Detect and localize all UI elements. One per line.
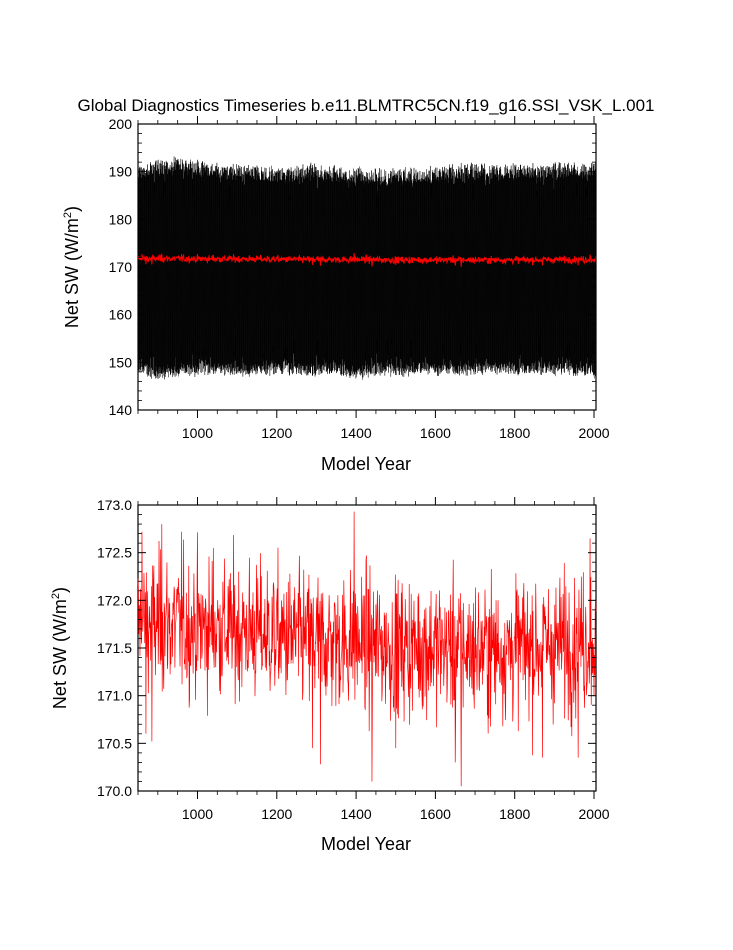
top-xtick-label: 1000	[182, 425, 213, 441]
bottom-ytick-label: 172.0	[97, 592, 132, 608]
bottom-tick-layer: 170.0 170.5 171.0 171.5 172.0 172.5 173.0 1000 1…	[97, 497, 610, 822]
top-ytick-label: 140	[109, 402, 133, 418]
bottom-ytick-label: 171.5	[97, 640, 132, 656]
bottom-series-annual-line	[137, 511, 597, 787]
top-ytick-label: 200	[109, 116, 133, 132]
top-ytick-label: 160	[109, 307, 133, 323]
bottom-ytick-label: 170.0	[97, 783, 132, 799]
bottom-y-axis-label-main: Net SW (W/m	[50, 599, 70, 709]
top-data-layer	[137, 156, 597, 380]
bottom-xtick-label: 2000	[578, 806, 609, 822]
panel-bottom: 170.0 170.5 171.0 171.5 172.0 172.5 173.0 1000 1…	[50, 497, 610, 854]
top-tick-layer: 140 150 160 170 180 190 200 1000 1200 1400 1600 180…	[109, 116, 610, 441]
top-y-axis-label-sup: 2	[62, 212, 74, 218]
top-x-axis-label: Model Year	[321, 454, 411, 474]
panel-top: 140 150 160 170 180 190 200 1000 1200 1400 1600 180…	[62, 116, 610, 474]
top-ytick-label: 180	[109, 211, 133, 227]
top-xtick-label: 1600	[420, 425, 451, 441]
top-xtick-label: 1800	[499, 425, 530, 441]
top-xtick-label: 2000	[578, 425, 609, 441]
top-xtick-label: 1200	[261, 425, 292, 441]
bottom-y-axis-label-close: )	[50, 587, 70, 593]
bottom-ytick-label: 173.0	[97, 497, 132, 513]
top-y-axis-label-main: Net SW (W/m	[62, 218, 82, 328]
top-xtick-label: 1400	[341, 425, 372, 441]
top-y-axis-label: Net SW (W/m2)	[62, 206, 82, 328]
bottom-xtick-label: 1800	[499, 806, 530, 822]
bottom-y-axis-label-sup: 2	[50, 593, 62, 599]
bottom-xtick-label: 1600	[420, 806, 451, 822]
bottom-xtick-label: 1200	[261, 806, 292, 822]
bottom-xtick-label: 1000	[182, 806, 213, 822]
top-ytick-label: 190	[109, 164, 133, 180]
bottom-data-layer	[137, 511, 597, 787]
top-ytick-label: 150	[109, 354, 133, 370]
bottom-ytick-label: 171.0	[97, 688, 132, 704]
figure-title: Global Diagnostics Timeseries b.e11.BLMT…	[77, 96, 654, 115]
top-series-annual-line	[137, 252, 597, 267]
top-series-monthly-line	[137, 156, 597, 380]
bottom-xtick-label: 1400	[341, 806, 372, 822]
top-ytick-label: 170	[109, 259, 133, 275]
bottom-x-axis-label: Model Year	[321, 834, 411, 854]
bottom-y-axis-label: Net SW (W/m2)	[50, 587, 70, 709]
bottom-ytick-label: 170.5	[97, 735, 132, 751]
top-y-axis-label-close: )	[62, 206, 82, 212]
bottom-ytick-label: 172.5	[97, 545, 132, 561]
